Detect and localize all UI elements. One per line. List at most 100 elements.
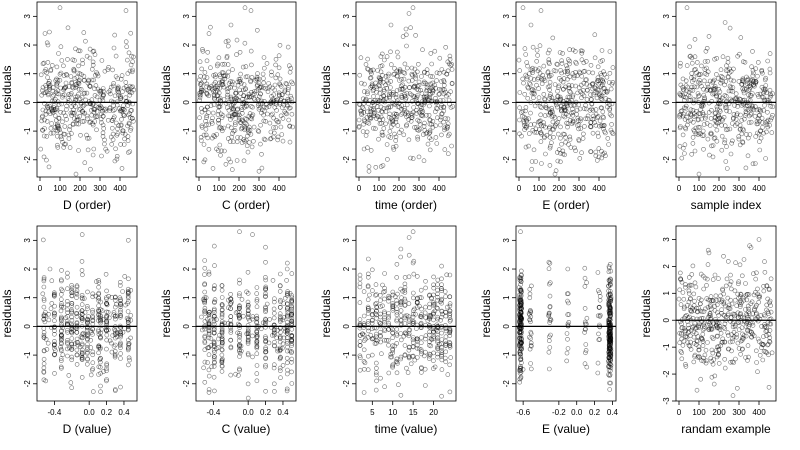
data-point bbox=[678, 109, 684, 114]
data-point bbox=[244, 100, 249, 106]
data-point bbox=[378, 54, 384, 59]
data-point bbox=[390, 343, 396, 349]
data-point bbox=[427, 329, 432, 335]
data-point bbox=[261, 65, 267, 71]
data-point bbox=[604, 88, 610, 94]
data-point bbox=[128, 62, 134, 68]
data-point bbox=[717, 98, 723, 104]
x-tick-label: -0.4 bbox=[206, 408, 220, 417]
data-point bbox=[762, 324, 767, 330]
data-point bbox=[275, 97, 280, 102]
data-point bbox=[57, 77, 63, 83]
data-point bbox=[712, 303, 718, 309]
data-point bbox=[394, 261, 400, 267]
data-point bbox=[76, 107, 82, 112]
data-point bbox=[725, 311, 731, 317]
data-point bbox=[41, 275, 47, 280]
data-point bbox=[271, 130, 277, 136]
data-point bbox=[80, 119, 85, 124]
data-point bbox=[764, 328, 770, 334]
data-point bbox=[521, 80, 526, 86]
data-point bbox=[565, 346, 571, 351]
data-point bbox=[542, 134, 547, 139]
data-point bbox=[606, 348, 612, 354]
data-point bbox=[607, 299, 612, 304]
data-point bbox=[267, 84, 273, 89]
data-point bbox=[694, 305, 699, 311]
data-point bbox=[697, 355, 703, 360]
data-point bbox=[85, 80, 91, 86]
data-point bbox=[202, 359, 208, 365]
data-point bbox=[565, 266, 571, 272]
data-point bbox=[104, 319, 109, 324]
data-point bbox=[79, 232, 85, 237]
data-point bbox=[678, 348, 684, 354]
data-point bbox=[74, 330, 80, 335]
data-point bbox=[74, 114, 80, 120]
data-point bbox=[386, 104, 392, 110]
data-point bbox=[266, 340, 272, 346]
data-point bbox=[380, 109, 385, 115]
data-point bbox=[537, 104, 543, 109]
data-point bbox=[427, 316, 432, 322]
data-point bbox=[735, 281, 741, 287]
data-point bbox=[748, 93, 754, 98]
data-point bbox=[580, 88, 586, 93]
data-point bbox=[412, 83, 418, 89]
data-point bbox=[215, 86, 220, 91]
data-point bbox=[245, 128, 251, 134]
data-point bbox=[607, 364, 612, 370]
data-point bbox=[704, 358, 709, 364]
data-point bbox=[751, 107, 757, 112]
data-point bbox=[214, 93, 220, 98]
data-point bbox=[246, 311, 251, 317]
data-point bbox=[701, 286, 707, 292]
data-point bbox=[559, 58, 564, 64]
data-point bbox=[245, 304, 251, 310]
data-point bbox=[52, 303, 57, 309]
data-point bbox=[377, 293, 383, 298]
data-point bbox=[696, 94, 701, 99]
data-point bbox=[112, 93, 118, 99]
data-point bbox=[701, 147, 706, 152]
data-point bbox=[517, 379, 523, 385]
data-point bbox=[442, 323, 448, 328]
data-point bbox=[549, 95, 555, 100]
data-point bbox=[403, 97, 408, 102]
data-point bbox=[437, 122, 443, 128]
data-point bbox=[202, 326, 207, 332]
data-point bbox=[739, 118, 745, 123]
data-points bbox=[676, 237, 775, 398]
data-point bbox=[131, 119, 136, 124]
data-point bbox=[197, 59, 203, 65]
data-point bbox=[282, 89, 288, 95]
data-point bbox=[400, 110, 405, 116]
data-point bbox=[725, 55, 731, 61]
data-point bbox=[447, 362, 453, 368]
data-point bbox=[114, 120, 119, 126]
data-point bbox=[438, 117, 443, 123]
data-point bbox=[56, 115, 62, 121]
data-point bbox=[98, 359, 103, 365]
data-point bbox=[723, 68, 729, 73]
data-point bbox=[369, 326, 375, 332]
data-point bbox=[361, 121, 366, 127]
data-point bbox=[419, 105, 424, 111]
y-tick-label: -2 bbox=[662, 156, 671, 164]
data-point bbox=[423, 333, 429, 339]
data-point bbox=[407, 91, 413, 96]
data-point bbox=[398, 313, 404, 318]
data-point bbox=[373, 331, 379, 337]
data-point bbox=[541, 135, 547, 141]
data-point bbox=[701, 78, 707, 84]
data-point bbox=[402, 303, 408, 308]
data-point bbox=[41, 133, 47, 139]
data-point bbox=[416, 128, 421, 133]
data-point bbox=[275, 137, 281, 143]
data-point bbox=[435, 338, 441, 343]
data-point bbox=[416, 119, 422, 124]
data-point bbox=[219, 338, 225, 343]
data-point bbox=[546, 266, 552, 272]
data-point bbox=[528, 366, 534, 372]
data-point bbox=[769, 350, 775, 356]
